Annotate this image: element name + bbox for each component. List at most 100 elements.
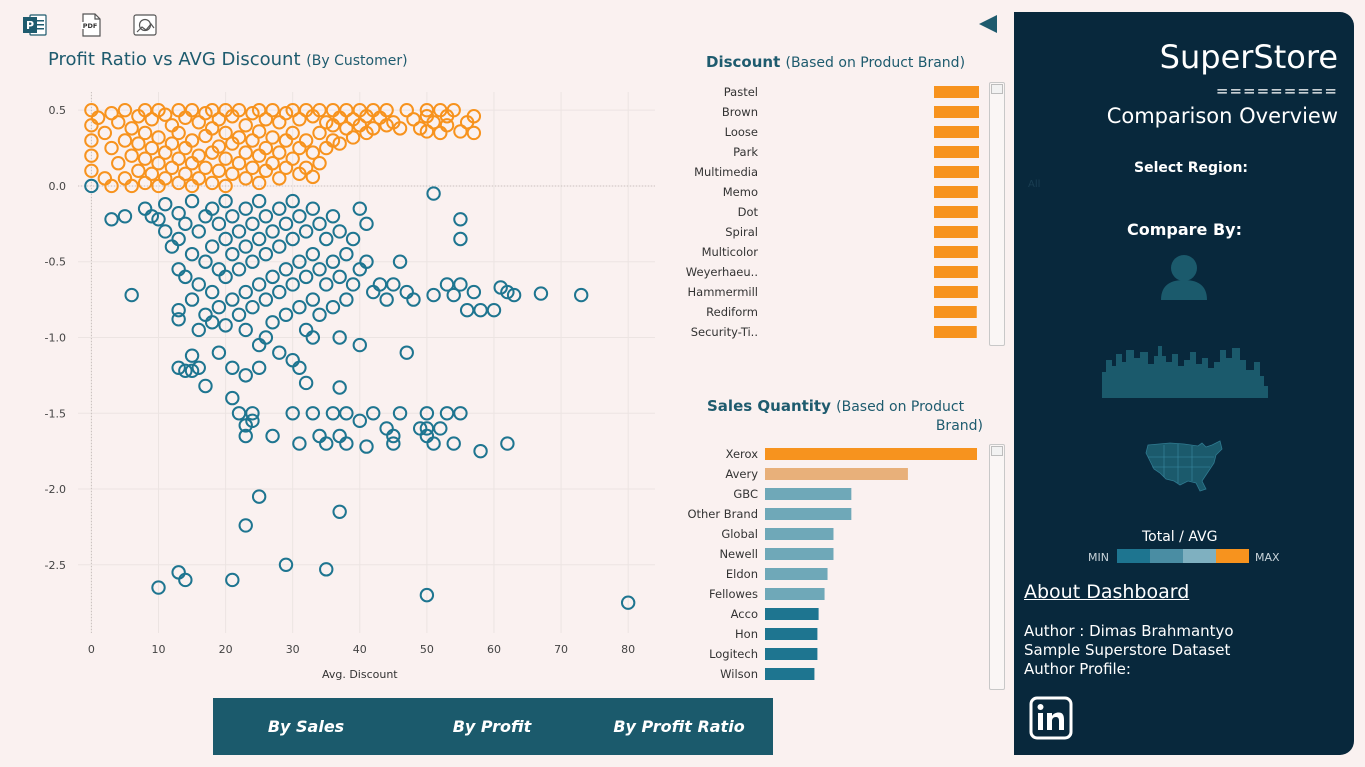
bar bbox=[934, 186, 978, 198]
scatter-point-positive bbox=[84, 163, 99, 179]
scatter-point-negative bbox=[339, 406, 354, 421]
bar bbox=[765, 668, 815, 680]
scatter-point-negative bbox=[198, 209, 213, 224]
quantity-bar-chart: Xerox Avery GBC Other Brand Global Newell Eldo… bbox=[687, 447, 977, 681]
scatter-point-negative bbox=[238, 428, 253, 444]
scatter-point-negative bbox=[285, 193, 300, 209]
about-dashboard-link[interactable]: About Dashboard bbox=[1024, 581, 1190, 603]
by-profit-button[interactable]: By Profit bbox=[452, 717, 532, 736]
scatter-point-negative bbox=[466, 284, 482, 300]
scatter-point-negative bbox=[204, 239, 220, 254]
scatter-point-negative bbox=[184, 292, 200, 307]
discount-chart-title: Discount (Based on Product Brand) bbox=[706, 53, 965, 71]
scatter-point-negative bbox=[251, 193, 267, 209]
scatter-point-negative bbox=[453, 406, 468, 421]
scatter-point-positive bbox=[158, 107, 173, 122]
scatter-point-positive bbox=[218, 178, 233, 194]
scatter-point-negative bbox=[238, 368, 253, 383]
skyline-icon[interactable] bbox=[1102, 342, 1268, 402]
bar-category-label: Pastel bbox=[724, 85, 758, 99]
scatter-point-negative bbox=[225, 360, 240, 376]
scatter-point-negative bbox=[178, 363, 193, 379]
scatter-point-negative bbox=[473, 443, 488, 459]
scatter-point-negative bbox=[211, 345, 227, 360]
app-title: SuperStore bbox=[1159, 38, 1338, 76]
scatter-point-negative bbox=[251, 337, 267, 353]
scatter-point-negative bbox=[386, 436, 401, 451]
pdf-export-icon[interactable]: PDF bbox=[78, 12, 104, 38]
quantity-chart-title: Sales Quantity (Based on Product bbox=[707, 397, 964, 415]
scatter-point-negative bbox=[298, 269, 314, 285]
by-sales-button[interactable]: By Sales bbox=[267, 717, 345, 736]
person-icon[interactable] bbox=[1158, 252, 1210, 306]
discount-scrollbar[interactable] bbox=[989, 82, 1005, 346]
quantity-scroll-thumb[interactable] bbox=[991, 446, 1003, 456]
by-profit-ratio-button[interactable]: By Profit Ratio bbox=[613, 717, 745, 736]
scatter-point-negative bbox=[352, 337, 367, 353]
bar-category-label: Xerox bbox=[726, 447, 759, 461]
scatter-point-positive bbox=[312, 125, 327, 141]
scatter-point-negative bbox=[231, 224, 247, 239]
us-map-icon[interactable] bbox=[1144, 437, 1224, 497]
triangle-left-icon[interactable] bbox=[977, 13, 999, 39]
linkedin-icon[interactable] bbox=[1028, 695, 1074, 745]
scatter-point-negative bbox=[319, 231, 334, 247]
scatter-point-negative bbox=[345, 277, 361, 292]
region-dropdown-value[interactable]: All bbox=[1028, 179, 1041, 190]
scatter-point-negative bbox=[265, 269, 280, 285]
scatter-point-positive bbox=[439, 118, 455, 133]
scatter-point-positive bbox=[272, 115, 287, 130]
bar-category-label: Hon bbox=[735, 627, 758, 641]
bar-category-label: Logitech bbox=[709, 647, 758, 661]
bar-category-label: GBC bbox=[733, 487, 758, 501]
scatter-point-negative bbox=[184, 348, 200, 363]
scatter-point-negative bbox=[332, 428, 347, 444]
scatter-point-positive bbox=[124, 178, 139, 194]
scatter-point-positive bbox=[104, 178, 119, 194]
bar bbox=[934, 106, 979, 118]
scatter-point-negative bbox=[453, 277, 468, 292]
scatter-point-positive bbox=[379, 102, 394, 118]
scatter-point-negative bbox=[204, 284, 220, 300]
scatter-point-positive bbox=[298, 160, 314, 175]
scatter-point-negative bbox=[265, 315, 280, 330]
scatter-point-positive bbox=[137, 175, 153, 191]
scatter-point-positive bbox=[426, 115, 441, 130]
scatter-point-negative bbox=[292, 254, 307, 269]
scatter-point-positive bbox=[379, 118, 394, 133]
scatter-point-negative bbox=[486, 303, 502, 318]
quantity-title-line2: Brand) bbox=[936, 416, 983, 434]
powerpoint-export-icon[interactable]: P bbox=[22, 12, 48, 38]
discount-scroll-thumb[interactable] bbox=[991, 84, 1003, 94]
bar-category-label: Brown bbox=[722, 105, 758, 119]
scatter-point-negative bbox=[144, 209, 160, 224]
scatter-point-negative bbox=[285, 277, 300, 292]
quantity-scrollbar[interactable] bbox=[989, 444, 1005, 690]
bar-category-label: Global bbox=[721, 527, 758, 541]
image-export-icon[interactable] bbox=[132, 12, 158, 38]
scatter-point-negative bbox=[124, 287, 139, 303]
scatter-point-negative bbox=[171, 360, 186, 376]
quantity-title-sub2: Brand) bbox=[935, 418, 983, 434]
scatter-point-positive bbox=[84, 133, 99, 148]
bar bbox=[934, 226, 978, 238]
scatter-point-negative bbox=[164, 239, 180, 254]
scatter-point-positive bbox=[278, 106, 294, 121]
scatter-point-negative bbox=[238, 284, 253, 300]
bar bbox=[765, 548, 834, 560]
scatter-point-positive bbox=[111, 156, 126, 171]
scatter-point-negative bbox=[218, 231, 233, 247]
scatter-point-negative bbox=[204, 201, 220, 216]
metric-nav-bar: By Sales By Profit By Profit Ratio bbox=[213, 698, 773, 755]
scatter-point-positive bbox=[184, 102, 200, 118]
scatter-point-positive bbox=[245, 133, 260, 148]
bar bbox=[934, 306, 977, 318]
scatter-point-negative bbox=[305, 406, 321, 421]
scatter-point-negative bbox=[319, 436, 334, 451]
scatter-point-negative bbox=[298, 375, 314, 391]
scatter-point-positive bbox=[84, 148, 99, 163]
scatter-point-negative bbox=[251, 360, 267, 376]
scatter-point-positive bbox=[258, 140, 274, 156]
legend-swatch-4 bbox=[1216, 549, 1249, 563]
overview-subtitle: Comparison Overview bbox=[1106, 104, 1338, 128]
